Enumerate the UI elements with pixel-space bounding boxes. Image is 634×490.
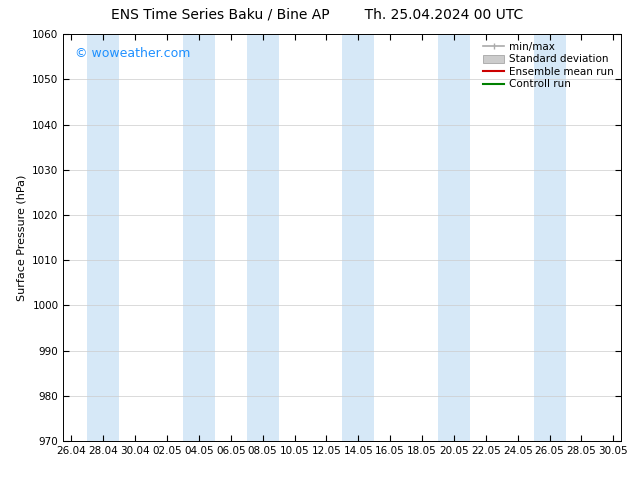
Bar	[438, 34, 470, 441]
Y-axis label: Surface Pressure (hPa): Surface Pressure (hPa)	[16, 174, 27, 301]
Bar	[247, 34, 278, 441]
Bar	[534, 34, 566, 441]
Legend: min/max, Standard deviation, Ensemble mean run, Controll run: min/max, Standard deviation, Ensemble me…	[481, 40, 616, 92]
Text: ENS Time Series Baku / Bine AP        Th. 25.04.2024 00 UTC: ENS Time Series Baku / Bine AP Th. 25.04…	[111, 7, 523, 22]
Bar	[342, 34, 374, 441]
Bar	[183, 34, 215, 441]
Text: © woweather.com: © woweather.com	[75, 47, 190, 59]
Bar	[87, 34, 119, 441]
